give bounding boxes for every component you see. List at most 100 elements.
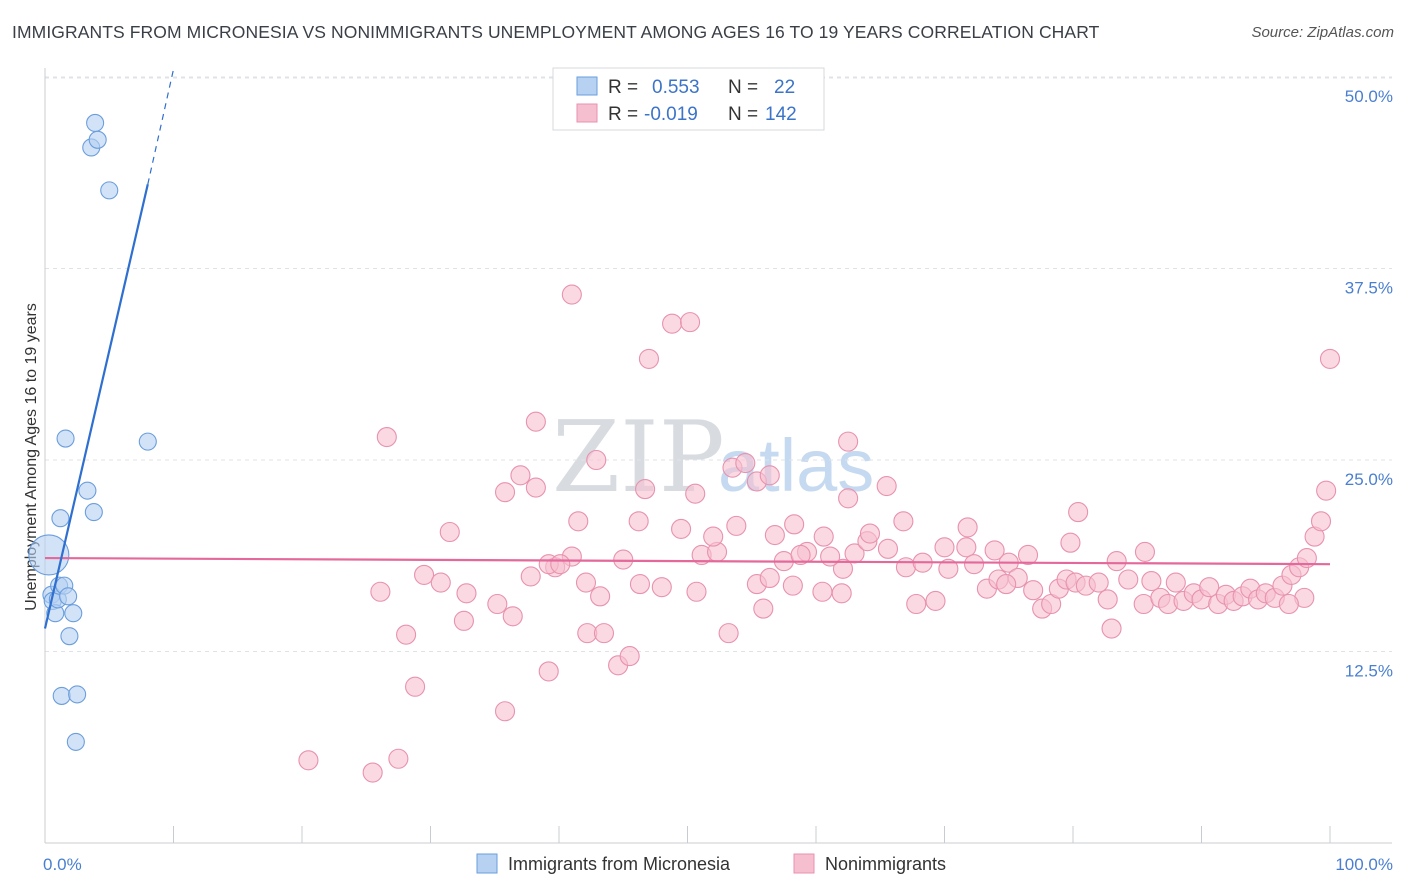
nonimmigrants-point-41 bbox=[925, 590, 946, 611]
nonimmigrants-point-118 bbox=[638, 348, 660, 369]
micronesia-point-19 bbox=[88, 130, 107, 149]
nonimmigrants-point-44 bbox=[964, 554, 985, 575]
micronesia-point-9 bbox=[59, 587, 78, 606]
bottom-legend-swatch-pink bbox=[793, 853, 815, 874]
nonimmigrants-point-94 bbox=[820, 546, 841, 567]
nonimmigrants-point-106 bbox=[685, 483, 706, 504]
nonimmigrants-point-88 bbox=[568, 511, 589, 532]
nonimmigrants-point-119 bbox=[662, 313, 683, 334]
nonimmigrants-point-12 bbox=[593, 623, 615, 644]
nonimmigrants-point-40 bbox=[906, 593, 927, 615]
nonimmigrants-point-35 bbox=[812, 581, 833, 602]
micronesia-trend-line bbox=[43, 183, 149, 629]
micronesia-point-13 bbox=[68, 685, 87, 704]
nonimmigrants-point-5 bbox=[538, 661, 559, 682]
micronesia-point-15 bbox=[78, 481, 97, 500]
nonimmigrants-point-102 bbox=[838, 488, 859, 509]
nonimmigrants-point-122 bbox=[735, 453, 756, 474]
nonimmigrants-point-59 bbox=[1106, 551, 1127, 572]
nonimmigrants-point-116 bbox=[376, 426, 397, 448]
nonimmigrants-point-85 bbox=[1319, 348, 1341, 369]
nonimmigrants-point-129 bbox=[764, 525, 785, 546]
nonimmigrants-point-39 bbox=[877, 538, 899, 559]
micronesia-point-12 bbox=[52, 686, 71, 705]
nonimmigrants-point-30 bbox=[759, 567, 780, 589]
series-legend: Immigrants from Micronesia Nonimmigrants bbox=[476, 853, 946, 874]
legend-r-value-2: -0.019 bbox=[644, 104, 698, 125]
nonimmigrants-point-127 bbox=[703, 526, 724, 547]
nonimmigrants-point-11 bbox=[577, 623, 598, 644]
nonimmigrants-point-132 bbox=[831, 583, 852, 604]
nonimmigrants-point-99 bbox=[1060, 532, 1081, 553]
legend-n-label-2: N = bbox=[728, 104, 758, 125]
nonimmigrants-point-130 bbox=[790, 544, 811, 566]
nonimmigrants-point-100 bbox=[1068, 502, 1089, 523]
legend-n-value-2: 142 bbox=[765, 104, 797, 125]
micronesia-point-20 bbox=[100, 181, 119, 200]
nonimmigrants-point-81 bbox=[1296, 547, 1317, 569]
nonimmigrants-point-58 bbox=[1097, 589, 1118, 610]
nonimmigrants-point-126 bbox=[996, 574, 1017, 595]
nonimmigrants-point-49 bbox=[1017, 544, 1039, 566]
x-tick-label-1: 100.0% bbox=[1335, 855, 1393, 874]
micronesia-points bbox=[28, 113, 157, 751]
nonimmigrants-trend-line bbox=[44, 556, 1331, 566]
bottom-legend-micronesia: Immigrants from Micronesia bbox=[508, 854, 731, 874]
nonimmigrants-point-23 bbox=[590, 586, 611, 607]
nonimmigrants-point-57 bbox=[1088, 572, 1109, 593]
legend-r-label-1: R = bbox=[608, 77, 638, 98]
nonimmigrants-point-110 bbox=[525, 477, 546, 498]
nonimmigrants-point-90 bbox=[671, 518, 692, 539]
nonimmigrants-point-42 bbox=[938, 558, 959, 579]
nonimmigrants-point-83 bbox=[1310, 511, 1332, 532]
micronesia-point-14 bbox=[66, 732, 85, 751]
nonimmigrants-point-97 bbox=[934, 537, 955, 558]
nonimmigrants-point-89 bbox=[628, 511, 649, 532]
legend-n-label-1: N = bbox=[728, 77, 758, 98]
nonimmigrants-point-112 bbox=[586, 449, 607, 471]
nonimmigrants-point-109 bbox=[510, 465, 531, 486]
nonimmigrants-point-25 bbox=[651, 577, 672, 598]
micronesia-point-11 bbox=[64, 604, 83, 623]
nonimmigrants-point-125 bbox=[984, 540, 1005, 561]
nonimmigrants-point-13 bbox=[718, 623, 739, 644]
nonimmigrants-point-61 bbox=[1133, 593, 1154, 615]
nonimmigrants-point-93 bbox=[813, 526, 834, 547]
nonimmigrants-point-33 bbox=[782, 575, 803, 596]
nonimmigrants-point-14 bbox=[370, 581, 391, 602]
legend-swatch-pink bbox=[576, 103, 598, 123]
x-tick-label-0: 0.0% bbox=[43, 855, 82, 874]
nonimmigrants-point-117 bbox=[525, 411, 546, 432]
micronesia-point-18 bbox=[86, 113, 105, 133]
legend-swatch-blue bbox=[576, 76, 598, 96]
nonimmigrants-point-36 bbox=[832, 558, 854, 579]
micronesia-point-10 bbox=[60, 627, 79, 646]
y-tick-label-0: 12.5% bbox=[1345, 662, 1393, 681]
legend-r-label-2: R = bbox=[608, 104, 638, 125]
y-axis-title: Unemployment Among Ages 16 to 19 years bbox=[23, 303, 40, 611]
nonimmigrants-point-60 bbox=[1118, 569, 1139, 590]
y-tick-labels: 12.5% 25.0% 37.5% 50.0% bbox=[1345, 87, 1393, 681]
nonimmigrants-point-123 bbox=[895, 557, 917, 578]
nonimmigrants-point-10 bbox=[502, 606, 523, 627]
nonimmigrants-point-95 bbox=[859, 523, 881, 544]
nonimmigrants-point-103 bbox=[635, 479, 656, 500]
micronesia-point-6 bbox=[51, 509, 70, 528]
legend-n-value-1: 22 bbox=[774, 77, 795, 98]
nonimmigrants-point-24 bbox=[629, 574, 651, 595]
nonimmigrants-point-69 bbox=[1199, 577, 1220, 598]
y-tick-label-3: 50.0% bbox=[1345, 87, 1393, 106]
nonimmigrants-point-108 bbox=[494, 482, 516, 503]
nonimmigrants-point-114 bbox=[759, 465, 780, 486]
nonimmigrants-point-2 bbox=[388, 748, 409, 769]
nonimmigrants-point-65 bbox=[1165, 572, 1186, 593]
nonimmigrants-point-105 bbox=[876, 475, 897, 497]
nonimmigrants-point-18 bbox=[487, 593, 508, 615]
nonimmigrants-points bbox=[298, 284, 1341, 783]
nonimmigrants-point-0 bbox=[298, 750, 319, 771]
micronesia-point-21 bbox=[138, 432, 157, 451]
nonimmigrants-point-91 bbox=[726, 515, 747, 536]
nonimmigrants-point-8 bbox=[396, 624, 417, 645]
nonimmigrants-point-101 bbox=[1134, 541, 1156, 562]
trend-lines bbox=[43, 69, 1331, 629]
